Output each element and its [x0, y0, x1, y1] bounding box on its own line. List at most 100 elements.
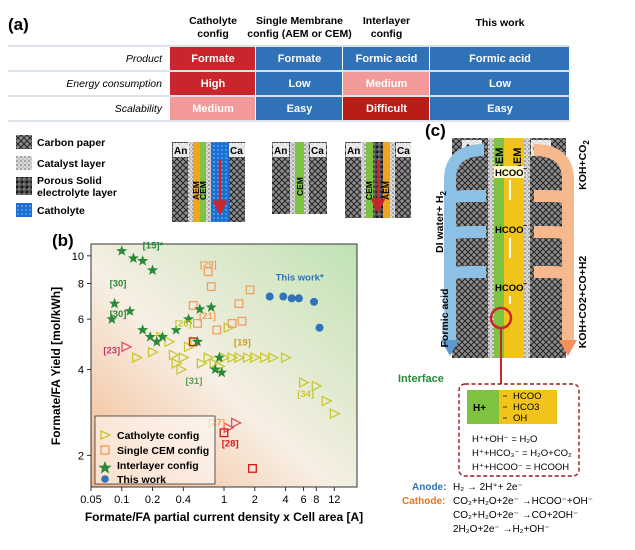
- interface-label: Interface: [398, 373, 444, 385]
- table-cell-bg: [343, 72, 429, 95]
- electrode-equations: Anode: H₂ → 2H⁺+ 2e⁻ Cathode: CO₂+H₂O+2e…: [402, 482, 593, 535]
- table-cell-bg: [343, 47, 429, 70]
- formic-acid-label: Formic acid: [439, 289, 451, 348]
- interlayer-point: [124, 305, 136, 316]
- catholyte-point: [230, 417, 243, 429]
- single-cem-point: [248, 464, 257, 473]
- carbon-paper-swatch: [16, 135, 32, 149]
- table-cell: Difficult: [366, 103, 407, 115]
- column-header-0-line-1: config: [197, 28, 229, 40]
- interlayer-point: [191, 336, 203, 347]
- cathode-equation-3: 2H₂O+2e⁻ →H₂+OH⁻: [453, 524, 550, 535]
- reference-annotation: [30]: [110, 309, 127, 320]
- table-cell-bg: [430, 72, 569, 95]
- catholyte-swatch: [16, 203, 32, 217]
- cell-schematic-this-work: An Ca CEM AEM HCOO − HCOO − HCOO − DI wa…: [434, 138, 591, 386]
- reference-annotation: [30]: [110, 279, 127, 290]
- table-cell: Low: [489, 78, 511, 90]
- reference-annotation: This work*: [276, 272, 324, 283]
- row-label-0: Product: [126, 53, 163, 65]
- table-cell: Formate: [191, 53, 234, 65]
- catholyte-point: [321, 395, 333, 407]
- interlayer-point: [183, 313, 195, 324]
- interlayer-point: [109, 297, 121, 309]
- y-tick-label: 10: [72, 251, 84, 263]
- orange-flow-arrowhead: [559, 340, 577, 356]
- table-cell: Formate: [278, 53, 321, 65]
- catholyte-point: [242, 352, 255, 364]
- zoom-proton: H+: [473, 403, 486, 414]
- table-cell-bg: [430, 47, 569, 70]
- catholyte-point: [132, 352, 144, 364]
- reaction-2: H⁺+HCO₃⁻ = H₂O+CO₂: [472, 448, 572, 459]
- reference-annotation: [27]: [208, 417, 225, 428]
- zoom-ion-hcoo: HCOO: [513, 391, 542, 402]
- catholyte-point: [196, 357, 208, 369]
- legend-electrolyte-layer: electrolyte layer: [37, 187, 117, 199]
- reference-annotation: [21]: [199, 311, 216, 322]
- schematic2-cem: CEM: [295, 177, 305, 196]
- table-cell-bg: [430, 97, 569, 120]
- koh-co2-co-h2-label: KOH+CO2+CO+H2: [577, 256, 589, 349]
- anode-equation: H₂ → 2H⁺+ 2e⁻: [453, 482, 523, 493]
- column-header-2-line-0: Interlayer: [363, 15, 410, 27]
- interlayer-point: [137, 255, 149, 266]
- reference-annotation: [34]: [297, 389, 314, 400]
- catholyte-point: [311, 380, 323, 392]
- cathode-label: Cathode:: [402, 496, 445, 507]
- this-work-point: [310, 297, 319, 306]
- y-tick-label: 8: [78, 278, 84, 290]
- table-cell: Easy: [287, 103, 314, 115]
- catholyte-point: [178, 352, 190, 364]
- this-work-point: [279, 292, 288, 301]
- schematic1-an: An: [174, 146, 187, 157]
- x-tick-label: 0.4: [176, 494, 191, 506]
- legend-interlayer-marker: [98, 461, 112, 474]
- legend-catholyte-config: Catholyte config: [117, 430, 199, 442]
- reaction-3: H⁺+HCOO⁻ = HCOOH: [472, 462, 569, 473]
- schematic1-ca: Ca: [230, 146, 243, 157]
- schematic2-ca: Ca: [311, 146, 324, 157]
- x-tick-label: 2: [252, 494, 258, 506]
- interlayer-point: [194, 303, 206, 314]
- reference-annotation: [19]: [234, 338, 251, 349]
- anode-label: Anode:: [412, 482, 446, 493]
- panel-label-a: (a): [8, 15, 29, 34]
- interface-zoom-box: H+ HCOO HCO3 OH H⁺+OH⁻ = H₂O H⁺+HCO₃⁻ = …: [458, 383, 580, 477]
- interlayer-point: [170, 324, 182, 335]
- x-tick-label: 0.05: [80, 494, 101, 506]
- table-cell-bg: [343, 97, 429, 120]
- reference-annotation: [29]: [200, 260, 217, 271]
- table-cell: High: [201, 78, 226, 90]
- catholyte-point: [121, 341, 133, 353]
- x-tick-label: 12: [328, 494, 340, 506]
- blue-flow-arrowhead: [441, 340, 459, 356]
- catholyte-point: [168, 349, 180, 361]
- chart-legend: Catholyte config Single CEM config Inter…: [94, 415, 216, 486]
- zoom-ion-hco3: HCO3: [513, 402, 539, 413]
- catholyte-point: [268, 352, 280, 364]
- this-work-point: [315, 323, 324, 332]
- schematic3-cem: CEM: [364, 181, 374, 200]
- interlayer-point: [144, 331, 156, 342]
- reference-annotation: [31]: [185, 376, 202, 387]
- table-cell: Easy: [487, 103, 514, 115]
- catholyte-point: [147, 346, 160, 358]
- legend-this-work-marker: [101, 475, 109, 483]
- catalyst-layer-swatch: [16, 156, 32, 170]
- interlayer-point: [216, 366, 228, 378]
- schematic-catholyte: An Ca AEM CEM: [172, 142, 245, 222]
- catholyte-point: [227, 352, 239, 364]
- table-cell-bg: [170, 47, 255, 70]
- table-cell: Formic acid: [469, 53, 531, 65]
- catholyte-point: [223, 422, 235, 434]
- cem-label: CEM: [494, 148, 506, 172]
- schematic3-ca: Ca: [397, 146, 410, 157]
- x-tick-label: 8: [313, 494, 319, 506]
- row-label-2: Scalability: [115, 103, 163, 115]
- x-tick-label: 0.2: [145, 494, 160, 506]
- legend-catholyte: Catholyte: [37, 205, 85, 217]
- column-header-1-line-0: Single Membrane: [256, 15, 343, 27]
